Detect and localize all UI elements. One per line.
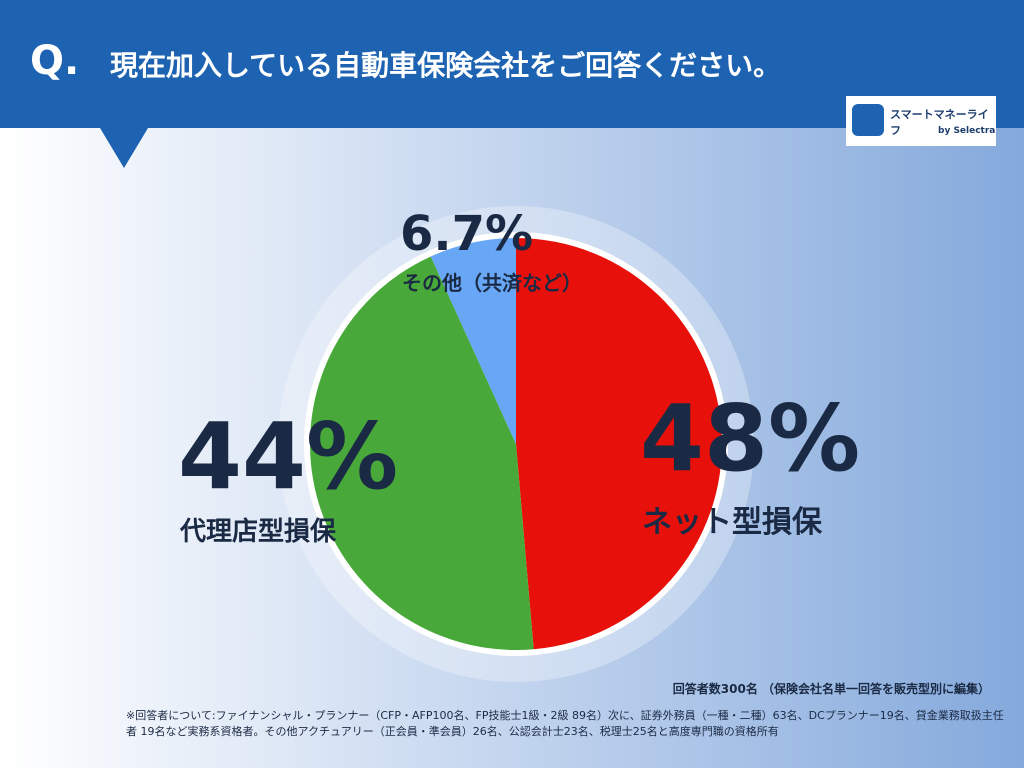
value-label: 6.7% [400, 206, 533, 262]
category-label: ネット型損保 [642, 505, 823, 540]
footnote: ※回答者について:ファイナンシャル・プランナー（CFP・AFP100名、FP技能… [126, 709, 1004, 738]
category-label: 代理店型損保 [179, 517, 337, 547]
value-label: 44% [178, 403, 398, 510]
logo: スマートマネーライフ by Selectra [846, 96, 996, 146]
category-label: その他（共済など） [402, 271, 582, 295]
header-pointer [100, 128, 148, 168]
chart-title: 現在加入している自動車保険会社をご回答ください。 [110, 49, 782, 82]
question-mark: Q. [30, 38, 80, 84]
pie-slice [310, 256, 534, 650]
value-label: 48% [640, 385, 860, 492]
logo-by: by Selectra [938, 126, 996, 136]
respondents-note: 回答者数300名 （保険会社名単一回答を販売型別に編集） [672, 682, 990, 696]
logo-icon [852, 104, 884, 136]
logo-name: スマートマネーライフ [890, 108, 989, 137]
pie-slice [516, 238, 722, 650]
pie-slice [430, 238, 516, 444]
